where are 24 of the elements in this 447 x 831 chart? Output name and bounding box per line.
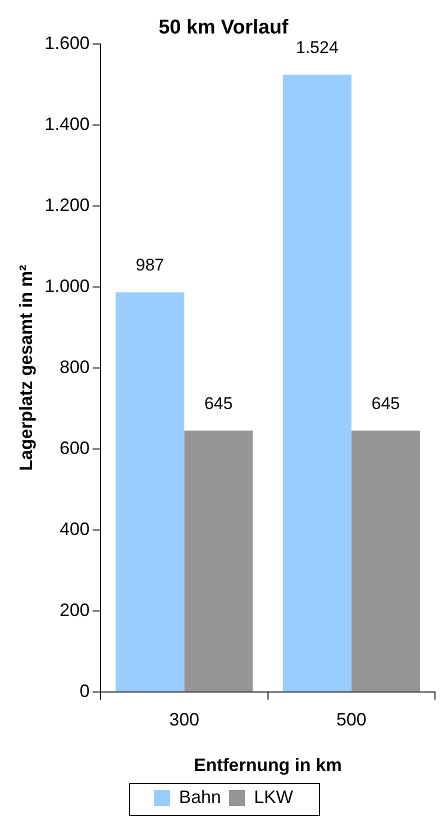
data-label: 645	[371, 394, 400, 413]
y-tick-label: 1.600	[44, 32, 90, 53]
y-tick-label: 0	[80, 680, 90, 701]
legend-label: LKW	[254, 786, 294, 807]
y-tick-label: 400	[60, 518, 90, 539]
y-axis-title: Lagerplatz gesamt in m²	[16, 264, 36, 471]
y-tick-label: 1.200	[44, 194, 90, 215]
x-tick-label: 300	[169, 710, 200, 730]
x-axis-title: Entfernung in km	[194, 755, 342, 776]
bar	[184, 430, 253, 692]
legend-label: Bahn	[178, 786, 222, 807]
y-tick-label: 1.000	[44, 276, 90, 296]
x-tick-label: 500	[336, 710, 366, 730]
y-tick-label: 200	[60, 600, 90, 620]
y-tick-label: 600	[60, 438, 90, 458]
chart-title: 50 km Vorlauf	[158, 16, 289, 39]
y-tick-label: 800	[60, 356, 90, 377]
bar	[282, 74, 352, 692]
data-label: 645	[204, 394, 233, 413]
y-tick-label: 1.400	[44, 114, 90, 134]
bar	[116, 292, 184, 692]
data-label: 1.524	[296, 38, 338, 57]
data-label: 987	[136, 255, 164, 274]
bar	[351, 430, 420, 692]
